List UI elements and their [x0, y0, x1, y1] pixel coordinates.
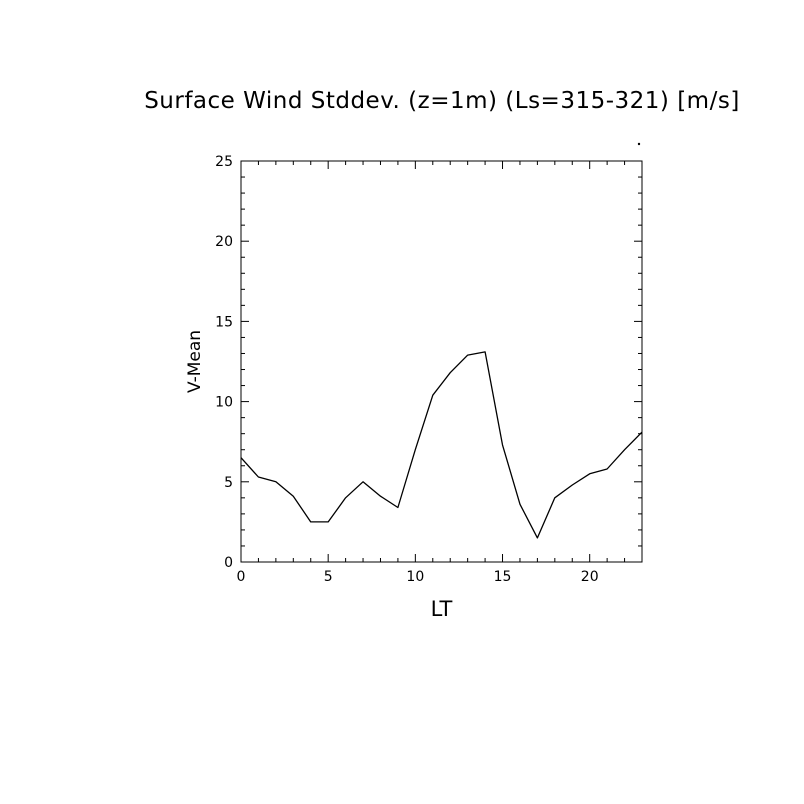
x-axis-title: LT — [431, 597, 453, 621]
x-tick-label: 20 — [581, 569, 599, 585]
chart-title: Surface Wind Stddev. (z=1m) (Ls=315-321)… — [144, 88, 740, 114]
x-tick-label: 10 — [406, 569, 424, 585]
y-axis-title: V-Mean — [185, 330, 205, 393]
x-tick-label: 0 — [237, 569, 246, 585]
y-tick-label: 5 — [224, 475, 233, 491]
corner-dot — [637, 142, 641, 146]
y-tick-label: 15 — [215, 314, 233, 330]
y-tick-label: 25 — [215, 154, 233, 170]
x-tick-label: 15 — [494, 569, 512, 585]
y-tick-label: 20 — [215, 234, 233, 250]
y-tick-label: 10 — [215, 395, 233, 411]
series-line — [240, 351, 643, 539]
plot-frame — [240, 160, 643, 563]
x-tick-label: 5 — [324, 569, 333, 585]
y-tick-label: 0 — [224, 555, 233, 571]
